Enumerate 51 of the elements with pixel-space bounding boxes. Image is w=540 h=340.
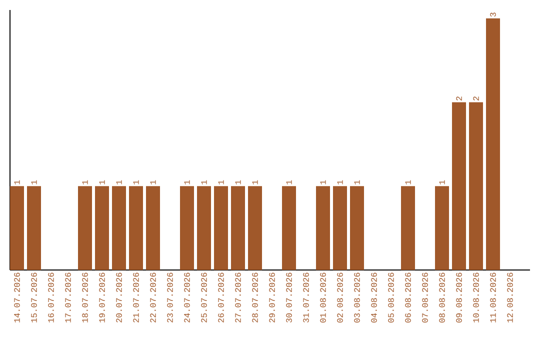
x-tick-label: 15.07.2026: [31, 272, 37, 322]
data-label: 1: [439, 180, 445, 184]
x-tick-label: 26.07.2026: [218, 272, 224, 322]
x-tick-label: 23.07.2026: [167, 272, 173, 322]
data-label: 1: [405, 180, 411, 184]
x-tick-label: 21.07.2026: [133, 272, 139, 322]
x-tick-label: 28.07.2026: [252, 272, 258, 322]
data-label: 1: [286, 180, 292, 184]
data-label: 1: [320, 180, 326, 184]
data-label: 1: [218, 180, 224, 184]
x-tick-label: 19.07.2026: [99, 272, 105, 322]
data-label: 1: [235, 180, 241, 184]
x-tick-label: 03.08.2026: [354, 272, 360, 322]
x-tick-label: 04.08.2026: [371, 272, 377, 322]
x-tick-label: 01.08.2026: [320, 272, 326, 322]
x-tick-label: 16.07.2026: [48, 272, 54, 322]
data-label: 3: [490, 12, 496, 17]
data-label: 1: [337, 180, 343, 184]
data-label: 1: [184, 180, 190, 184]
x-tick-label: 12.08.2026: [507, 272, 513, 322]
data-label: 1: [252, 180, 258, 184]
x-tick-label: 10.08.2026: [473, 272, 479, 322]
x-tick-label: 30.07.2026: [286, 272, 292, 322]
x-tick-label: 31.07.2026: [303, 272, 309, 322]
x-tick-label: 20.07.2026: [116, 272, 122, 322]
x-tick-label: 08.08.2026: [439, 272, 445, 322]
x-tick-label: 02.08.2026: [337, 272, 343, 322]
x-tick-label: 05.08.2026: [388, 272, 394, 322]
data-label: 1: [14, 180, 20, 184]
x-tick-label: 17.07.2026: [65, 272, 71, 322]
data-label: 1: [150, 180, 156, 184]
data-label: 2: [473, 96, 479, 100]
x-tick-label: 14.07.2026: [14, 272, 20, 322]
x-tick-label: 06.08.2026: [405, 272, 411, 322]
data-label: 1: [116, 180, 122, 184]
x-tick-label: 24.07.2026: [184, 272, 190, 322]
x-tick-label: 18.07.2026: [82, 272, 88, 322]
x-tick-label: 25.07.2026: [201, 272, 207, 322]
x-tick-label: 29.07.2026: [269, 272, 275, 322]
data-label: 1: [82, 180, 88, 184]
x-tick-label: 09.08.2026: [456, 272, 462, 322]
x-tick-label: 27.07.2026: [235, 272, 241, 322]
x-tick-label: 22.07.2026: [150, 272, 156, 322]
data-label: 1: [31, 180, 37, 184]
x-tick-label: 07.08.2026: [422, 272, 428, 322]
data-label: 2: [456, 96, 462, 100]
data-label: 1: [99, 180, 105, 184]
data-label: 1: [354, 180, 360, 184]
data-label: 1: [133, 180, 139, 184]
data-label: 1: [201, 180, 207, 184]
x-tick-label: 11.08.2026: [490, 272, 496, 322]
